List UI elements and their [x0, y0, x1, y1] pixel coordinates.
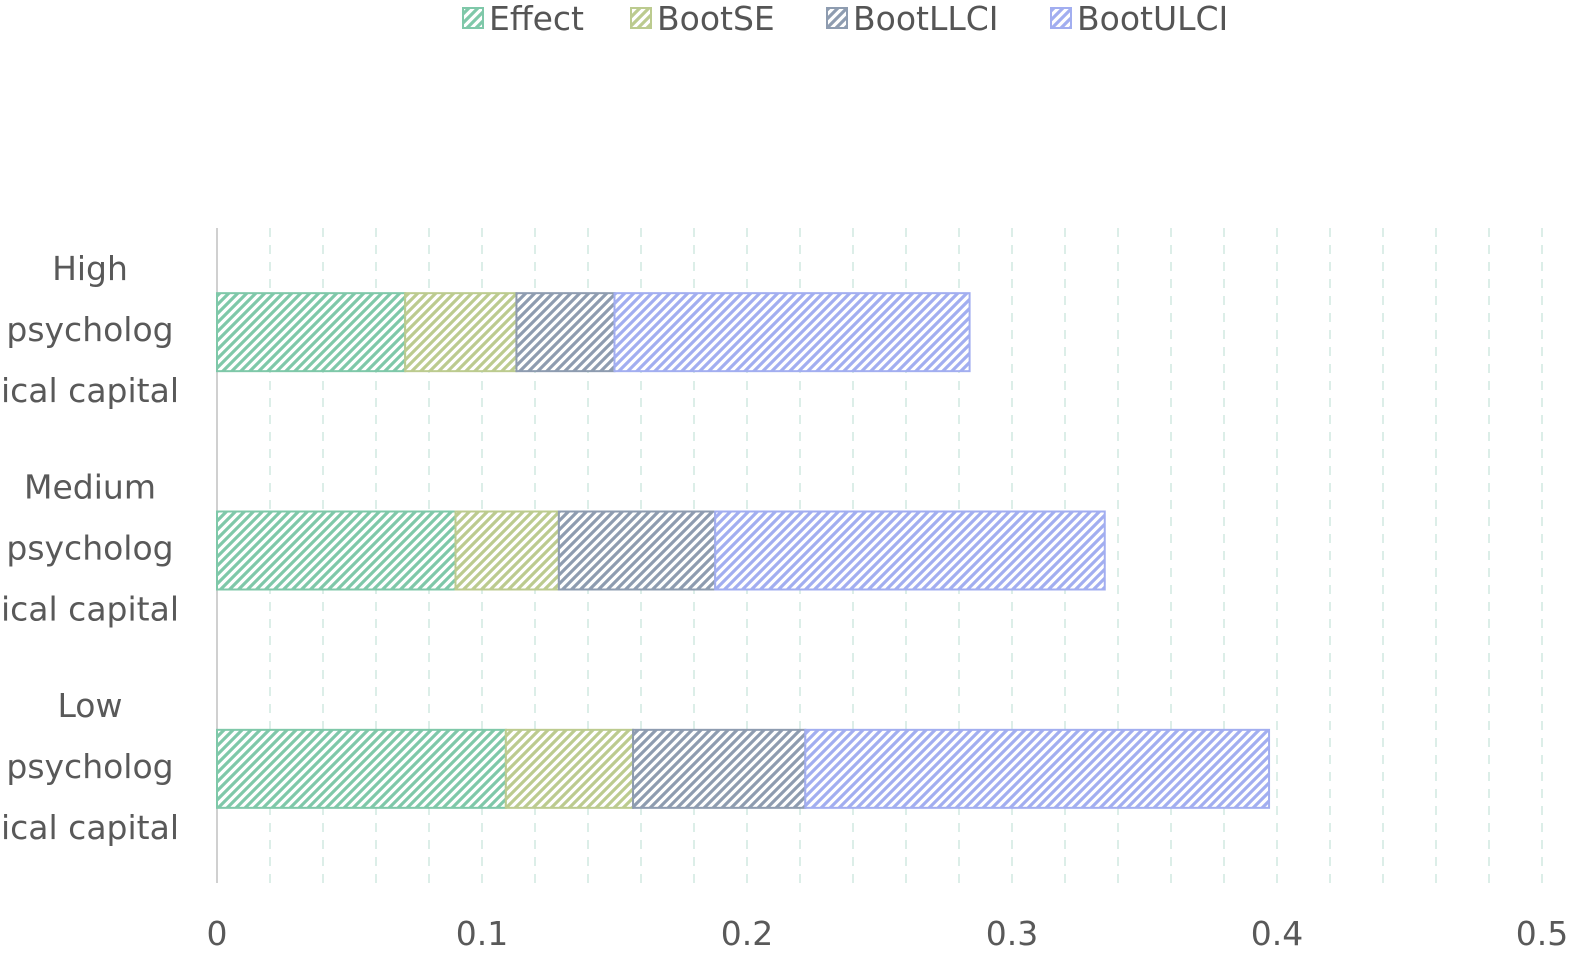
bar-bootllci-2	[557, 510, 717, 591]
category-label: Low	[58, 686, 123, 725]
legend-label-bootse: BootSE	[657, 0, 775, 38]
legend-swatch-bootulci	[1050, 7, 1072, 29]
x-tick-labels: 0 0.1 0.2 0.3 0.4 0.5	[207, 914, 1569, 953]
legend-label-bootllci: BootLLCI	[853, 0, 999, 38]
bar-effect-3	[216, 728, 507, 809]
category-label: ical capital	[1, 590, 179, 629]
x-tick-label: 0.2	[721, 914, 773, 953]
bar-bootllci-3	[632, 728, 807, 809]
x-tick-label: 0.5	[1516, 914, 1568, 953]
legend-label-bootulci: BootULCI	[1077, 0, 1228, 38]
category-label: Medium	[24, 468, 156, 507]
category-label: ical capital	[1, 371, 179, 410]
category-label: High	[52, 249, 128, 288]
category-label: ical capital	[1, 808, 179, 847]
bar-bootse-3	[504, 728, 635, 809]
x-tick-label: 0.4	[1251, 914, 1303, 953]
bar-bootse-1	[404, 292, 518, 373]
bar-bootse-2	[454, 510, 560, 591]
category-labels: High psycholog ical capital Medium psycholog…	[1, 249, 179, 847]
legend: Effect BootSE BootLLCI BootULCI	[462, 0, 1228, 38]
legend-swatch-bootllci	[826, 7, 848, 29]
bar-bootulci-1	[613, 292, 971, 373]
bar-bootllci-1	[515, 292, 616, 373]
x-tick-label: 0.1	[456, 914, 508, 953]
legend-swatch-bootse	[630, 7, 652, 29]
bar-bootulci-2	[714, 510, 1106, 591]
legend-label-effect: Effect	[489, 0, 584, 38]
legend-swatch-effect	[462, 7, 484, 29]
category-label: psycholog	[6, 529, 173, 568]
bar-effect-2	[216, 510, 457, 591]
bar-bootulci-3	[804, 728, 1271, 809]
x-tick-label: 0.3	[986, 914, 1038, 953]
bars	[216, 292, 1271, 809]
bar-effect-1	[216, 292, 407, 373]
category-label: psycholog	[6, 310, 173, 349]
category-label: psycholog	[6, 747, 173, 786]
x-tick-label: 0	[207, 914, 228, 953]
